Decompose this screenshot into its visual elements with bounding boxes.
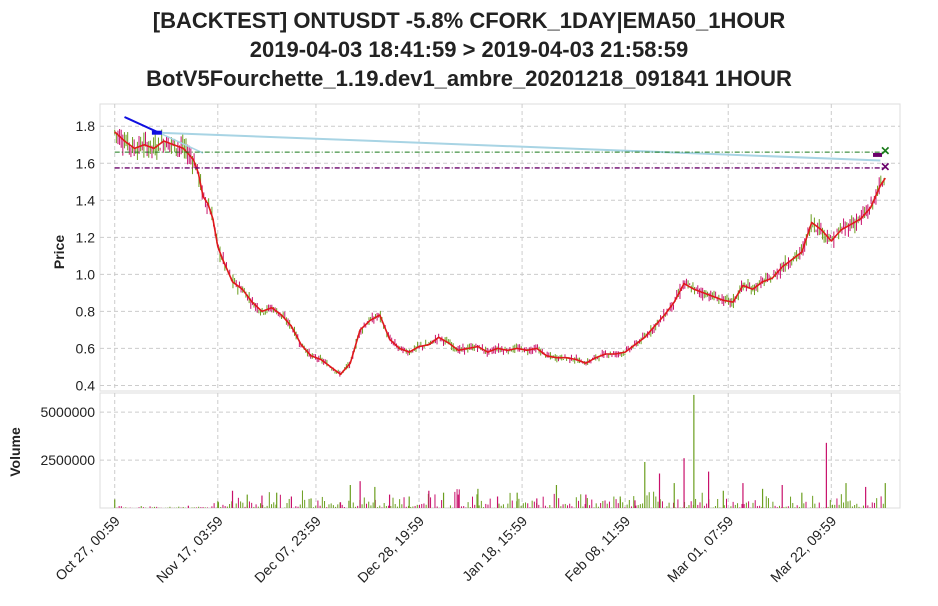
price-grid <box>100 104 900 391</box>
chart-title-line-1: [BACKTEST] ONTUSDT -5.8% CFORK_1DAY|EMA5… <box>152 8 786 33</box>
series-trend-light-line <box>158 131 881 162</box>
price-tick-label: 0.4 <box>76 377 96 393</box>
chart-title-line-2: 2019-04-03 18:41:59 > 2019-04-03 21:58:5… <box>249 37 689 62</box>
volume-y-ticks: 2500000 5000000 <box>40 404 95 468</box>
volume-bars <box>114 394 886 508</box>
x-tick-label: Dec 28, 19:59 <box>354 513 427 586</box>
volume-tick-label: 2500000 <box>40 452 95 468</box>
x-tick-label: Feb 08, 11:59 <box>562 513 634 585</box>
series-trend-light-short-line <box>158 132 204 154</box>
price-y-axis-label: Price <box>51 235 67 269</box>
volume-panel: 2500000 5000000 Volume <box>7 392 901 509</box>
series-ema-line <box>114 131 886 376</box>
price-tick-label: 1.4 <box>76 192 96 208</box>
x-ticks: Oct 27, 00:59 Nov 17, 03:59 Dec 07, 23:59 D… <box>52 513 839 586</box>
price-tick-label: 1.0 <box>76 266 96 282</box>
chart-title-line-3: BotV5Fourchette_1.19.dev1_ambre_20201218… <box>146 66 792 91</box>
x-tick-label: Mar 01, 07:59 <box>664 513 737 586</box>
price-tick-label: 1.6 <box>76 155 96 171</box>
exit-marker <box>873 152 883 157</box>
marker-purple-level: ✕ <box>880 160 890 174</box>
volume-plot-area <box>99 392 901 509</box>
price-y-ticks: 0.4 0.6 0.8 1.0 1.2 1.4 1.6 1.8 <box>76 118 96 393</box>
price-tick-label: 0.8 <box>76 303 96 319</box>
volume-grid <box>100 393 900 508</box>
x-tick-label: Nov 17, 03:59 <box>153 513 226 586</box>
price-lines: ✕✕ <box>114 116 890 376</box>
marker-green-level: ✕ <box>880 144 890 158</box>
x-tick-label: Oct 27, 00:59 <box>52 513 123 584</box>
price-tick-label: 1.2 <box>76 229 96 245</box>
volume-y-axis-label: Volume <box>7 427 23 477</box>
x-tick-label: Jan 18, 15:59 <box>459 513 530 584</box>
price-tick-label: 1.8 <box>76 118 96 134</box>
volume-tick-label: 5000000 <box>40 404 95 420</box>
series-trend-blue-line <box>124 116 160 134</box>
x-tick-label: Dec 07, 23:59 <box>251 513 324 586</box>
trend-blue-end-marker <box>151 130 162 135</box>
price-tick-label: 0.6 <box>76 340 96 356</box>
price-panel: 0.40.60.81.01.21.41.61.8 ✕✕ Price <box>51 103 901 393</box>
x-tick-label: Mar 22, 09:59 <box>767 513 840 586</box>
